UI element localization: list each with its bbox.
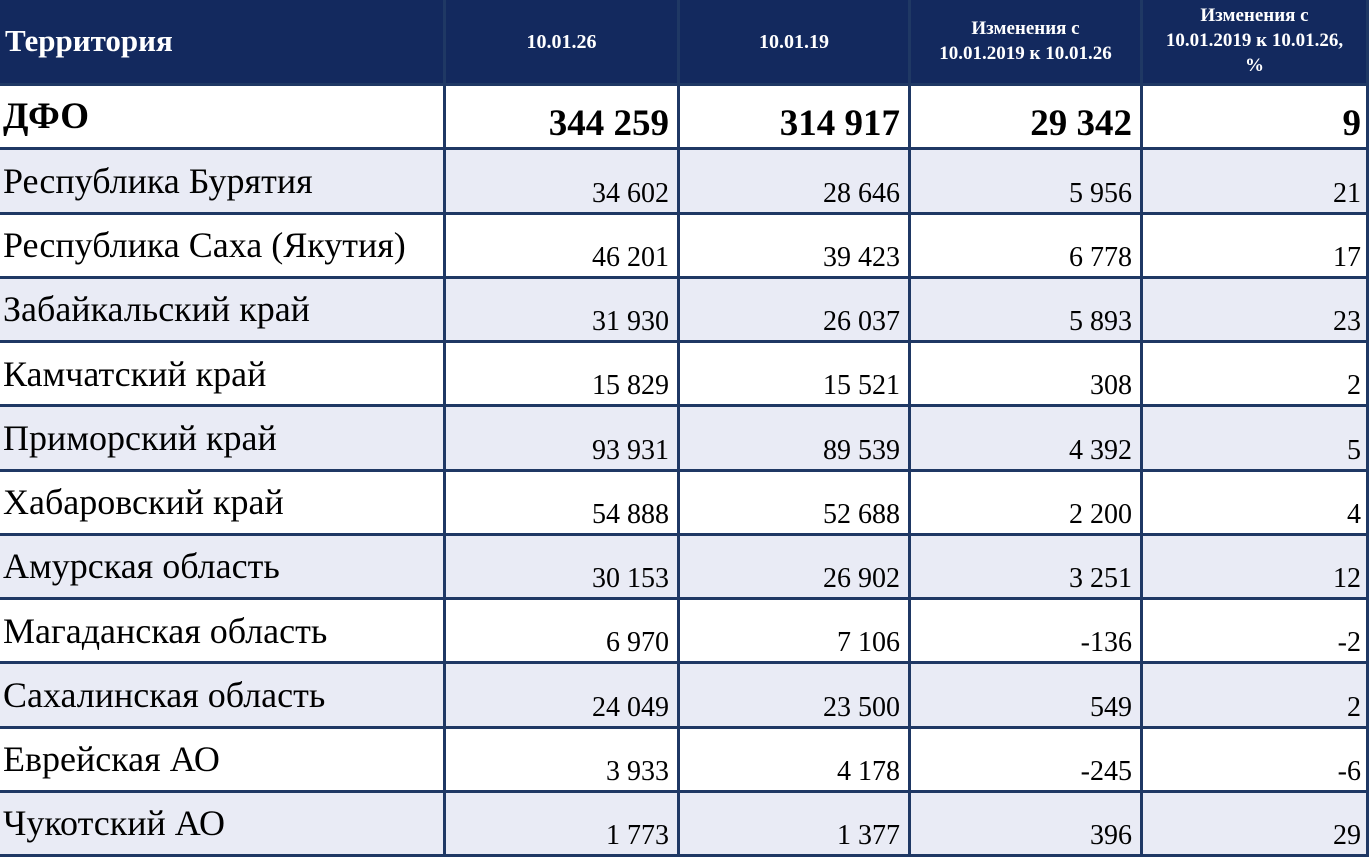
value-cell-change-pct: 21 bbox=[1143, 150, 1366, 212]
value-cell-date-10-01-19: 39 423 bbox=[680, 214, 908, 276]
value-cell-change-abs: 549 bbox=[911, 664, 1140, 726]
value-cell-date-10-01-26: 93 931 bbox=[446, 407, 677, 469]
value-cell-date-10-01-19: 7 106 bbox=[680, 600, 908, 662]
territory-cell: Забайкальский край bbox=[0, 278, 443, 340]
value-cell-change-pct: 2 bbox=[1143, 343, 1366, 405]
value-cell-date-10-01-26: 30 153 bbox=[446, 535, 677, 597]
value-cell-date-10-01-19: 52 688 bbox=[680, 471, 908, 533]
value-cell-change-pct: 2 bbox=[1143, 664, 1366, 726]
value-cell-date-10-01-19: 89 539 bbox=[680, 407, 908, 469]
value-cell-date-10-01-19: 26 037 bbox=[680, 278, 908, 340]
column-header-change-pct: Изменения с 10.01.2019 к 10.01.26, % bbox=[1143, 0, 1366, 83]
value-cell-date-10-01-26: 15 829 bbox=[446, 343, 677, 405]
column-header-date-10-01-26: 10.01.26 bbox=[446, 0, 677, 83]
value-cell-change-pct: 23 bbox=[1143, 278, 1366, 340]
column-header-date-10-01-19: 10.01.19 bbox=[680, 0, 908, 83]
value-cell-change-abs: 3 251 bbox=[911, 535, 1140, 597]
value-cell-change-pct: 17 bbox=[1143, 214, 1366, 276]
territory-cell: Республика Саха (Якутия) bbox=[0, 214, 443, 276]
value-cell-change-pct: 4 bbox=[1143, 471, 1366, 533]
territory-cell: Магаданская область bbox=[0, 600, 443, 662]
value-cell-date-10-01-26: 31 930 bbox=[446, 278, 677, 340]
value-cell-date-10-01-19: 23 500 bbox=[680, 664, 908, 726]
value-cell-change-abs: 6 778 bbox=[911, 214, 1140, 276]
value-cell-change-pct: 29 bbox=[1143, 792, 1366, 854]
column-header-territory: Территория bbox=[0, 0, 443, 83]
territory-cell: Камчатский край bbox=[0, 343, 443, 405]
value-cell-date-10-01-26: 34 602 bbox=[446, 150, 677, 212]
value-cell-date-10-01-19: 1 377 bbox=[680, 792, 908, 854]
territory-cell: Республика Бурятия bbox=[0, 150, 443, 212]
value-cell-date-10-01-26: 6 970 bbox=[446, 600, 677, 662]
territory-cell: Приморский край bbox=[0, 407, 443, 469]
value-cell-change-abs: 4 392 bbox=[911, 407, 1140, 469]
territory-cell: Амурская область bbox=[0, 535, 443, 597]
value-cell-date-10-01-26: 1 773 bbox=[446, 792, 677, 854]
value-cell-change-abs: 5 956 bbox=[911, 150, 1140, 212]
territory-cell: Хабаровский край bbox=[0, 471, 443, 533]
value-cell-change-pct: 9 bbox=[1143, 86, 1366, 148]
value-cell-change-pct: 5 bbox=[1143, 407, 1366, 469]
value-cell-change-abs: -136 bbox=[911, 600, 1140, 662]
value-cell-date-10-01-19: 4 178 bbox=[680, 728, 908, 790]
value-cell-date-10-01-19: 26 902 bbox=[680, 535, 908, 597]
value-cell-change-pct: -2 bbox=[1143, 600, 1366, 662]
value-cell-date-10-01-26: 344 259 bbox=[446, 86, 677, 148]
value-cell-date-10-01-26: 3 933 bbox=[446, 728, 677, 790]
value-cell-change-abs: 29 342 bbox=[911, 86, 1140, 148]
column-header-change-abs: Изменения с 10.01.2019 к 10.01.26 bbox=[911, 0, 1140, 83]
value-cell-change-abs: -245 bbox=[911, 728, 1140, 790]
value-cell-change-pct: -6 bbox=[1143, 728, 1366, 790]
value-cell-date-10-01-19: 15 521 bbox=[680, 343, 908, 405]
territory-cell: Чукотский АО bbox=[0, 792, 443, 854]
value-cell-change-abs: 308 bbox=[911, 343, 1140, 405]
value-cell-change-abs: 5 893 bbox=[911, 278, 1140, 340]
value-cell-date-10-01-26: 46 201 bbox=[446, 214, 677, 276]
territory-cell: Сахалинская область bbox=[0, 664, 443, 726]
value-cell-change-abs: 2 200 bbox=[911, 471, 1140, 533]
value-cell-change-pct: 12 bbox=[1143, 535, 1366, 597]
value-cell-date-10-01-26: 24 049 bbox=[446, 664, 677, 726]
value-cell-date-10-01-19: 28 646 bbox=[680, 150, 908, 212]
value-cell-date-10-01-26: 54 888 bbox=[446, 471, 677, 533]
value-cell-date-10-01-19: 314 917 bbox=[680, 86, 908, 148]
value-cell-change-abs: 396 bbox=[911, 792, 1140, 854]
territory-cell: Еврейская АО bbox=[0, 728, 443, 790]
territory-cell: ДФО bbox=[0, 86, 443, 148]
